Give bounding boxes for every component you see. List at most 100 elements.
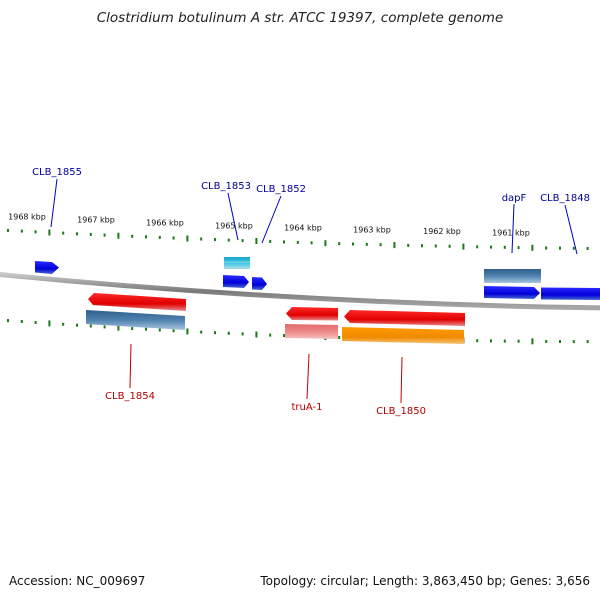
tick-mark	[158, 235, 161, 239]
tick-mark	[48, 229, 51, 236]
tick-mark	[559, 340, 561, 343]
gene-label-clb-1855[interactable]: CLB_1855	[32, 167, 82, 178]
tick-mark	[62, 231, 65, 235]
label-leader-lines	[50, 178, 578, 404]
tick-mark	[462, 243, 465, 250]
forward-strand-genes	[35, 257, 600, 300]
tick-mark	[283, 334, 285, 338]
tick-mark	[214, 238, 216, 242]
tick-mark	[89, 232, 92, 236]
tick-mark	[89, 324, 92, 328]
tick-mark	[76, 323, 78, 327]
gene-band-clb-1850[interactable]	[342, 327, 464, 344]
reverse-strand-genes	[86, 293, 465, 344]
gene-arrow-clb-1854[interactable]	[88, 293, 186, 311]
accession-text: Accession: NC_009697	[9, 574, 146, 588]
gene-band-clb-1854[interactable]	[86, 310, 185, 330]
tick-mark	[503, 339, 506, 343]
gene-arrow-clb-1848[interactable]	[541, 287, 600, 301]
tick-mark	[283, 240, 285, 244]
tick-mark	[310, 241, 313, 245]
tick-mark	[103, 325, 106, 329]
leader-dapf	[511, 203, 515, 254]
gene-label-dapf[interactable]: dapF	[502, 193, 527, 204]
tick-mark	[503, 245, 506, 249]
tick-mark	[490, 339, 492, 343]
tick-mark	[545, 246, 548, 250]
leader-clb-1852	[261, 195, 282, 244]
genome-summary-text: Topology: circular; Length: 3,863,450 bp…	[260, 574, 590, 588]
tick-mark	[131, 327, 134, 330]
leader-clb-1855	[50, 178, 58, 228]
kbp-tick-label: 1966 kbp	[146, 219, 184, 228]
tick-mark	[586, 340, 589, 344]
tick-mark	[62, 322, 65, 326]
tick-mark	[34, 230, 37, 234]
tick-mark	[572, 246, 575, 250]
tick-mark	[365, 242, 368, 246]
kbp-tick-label: 1967 kbp	[77, 216, 115, 225]
tick-mark	[393, 242, 396, 249]
tick-mark	[586, 247, 589, 250]
gene-labels: CLB_1855 CLB_1853 CLB_1852 dapF CLB_1848…	[32, 167, 590, 417]
leader-clb-1848	[564, 204, 578, 255]
gene-band-dapf[interactable]	[484, 269, 541, 283]
tick-mark	[241, 239, 244, 243]
tick-mark	[227, 238, 230, 242]
tick-mark	[34, 321, 37, 324]
gene-label-clb-1848[interactable]: CLB_1848	[540, 193, 590, 204]
leader-clb-1850	[400, 356, 403, 404]
tick-mark	[559, 246, 561, 250]
tick-mark	[76, 232, 78, 236]
gene-arrow-trua-1[interactable]	[286, 307, 338, 321]
kbp-tick-label: 1962 kbp	[423, 227, 461, 236]
tick-mark	[476, 339, 479, 343]
tick-mark	[200, 237, 203, 241]
tick-mark	[517, 246, 520, 250]
tick-mark	[7, 319, 9, 323]
tick-mark	[158, 328, 161, 332]
tick-mark	[172, 329, 175, 333]
gene-arrow-clb-1855[interactable]	[35, 261, 59, 274]
gene-label-clb-1852[interactable]: CLB_1852	[256, 184, 306, 195]
tick-mark	[434, 244, 437, 248]
tick-mark	[421, 244, 423, 248]
tick-mark	[269, 333, 272, 337]
kbp-tick-label: 1964 kbp	[284, 224, 322, 233]
gene-label-trua-1[interactable]: truA-1	[292, 402, 323, 413]
gene-band-trua-1[interactable]	[285, 324, 338, 339]
tick-mark	[186, 235, 189, 242]
tick-mark	[48, 320, 51, 327]
tick-mark	[296, 240, 299, 244]
tick-mark	[145, 327, 147, 331]
tick-mark	[517, 339, 520, 343]
gene-label-clb-1853[interactable]: CLB_1853	[201, 181, 251, 192]
leader-clb-1853	[227, 192, 239, 241]
tick-mark	[338, 336, 341, 339]
tick-mark	[117, 324, 120, 331]
gene-arrow-clb-1853[interactable]	[223, 275, 249, 288]
leader-clb-1854	[129, 343, 132, 389]
tick-mark	[338, 242, 341, 246]
tick-mark	[117, 232, 120, 239]
gene-arrow-clb-1850[interactable]	[344, 310, 465, 326]
gene-label-clb-1850[interactable]: CLB_1850	[376, 406, 426, 417]
kbp-tick-label: 1965 kbp	[215, 221, 253, 230]
gene-arrow-clb-1852[interactable]	[252, 277, 267, 290]
gene-band-clb-1853[interactable]	[224, 257, 250, 269]
tick-mark	[572, 340, 575, 344]
gene-label-clb-1854[interactable]: CLB_1854	[105, 391, 155, 402]
kbp-tick-label: 1968 kbp	[8, 212, 46, 221]
tick-mark	[172, 236, 175, 240]
tick-mark	[214, 331, 216, 335]
gene-arrow-dapf[interactable]	[484, 286, 540, 299]
tick-mark	[241, 332, 244, 336]
tick-mark	[531, 244, 534, 251]
tick-mark	[255, 331, 258, 338]
tick-mark	[200, 330, 203, 334]
tick-mark	[324, 240, 327, 247]
tick-mark	[531, 338, 534, 345]
tick-mark	[490, 245, 492, 249]
genome-backbone	[0, 271, 600, 311]
